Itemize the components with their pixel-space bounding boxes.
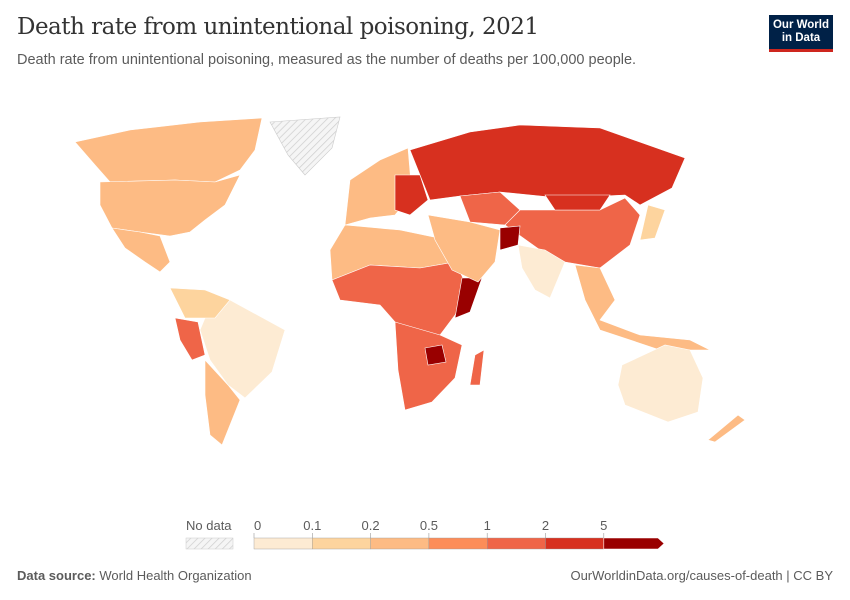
legend-bin-2[interactable] — [370, 537, 430, 550]
legend-tick-label: 5 — [600, 518, 607, 533]
legend-tick-label: 0.5 — [420, 518, 438, 533]
country-mexico[interactable] — [111, 227, 171, 273]
country-japan[interactable] — [639, 204, 666, 241]
legend-no-data-label: No data — [186, 518, 232, 533]
source-link[interactable]: OurWorldinData.org/causes-of-death | CC … — [570, 568, 833, 583]
country-argentina[interactable] — [204, 359, 241, 446]
country-peru[interactable] — [174, 317, 206, 361]
country-southern-africa[interactable] — [394, 321, 463, 411]
country-australia[interactable] — [617, 344, 704, 423]
country-southeast-asia[interactable] — [574, 264, 711, 351]
legend-bin-6[interactable] — [603, 537, 665, 550]
legend-bin-0[interactable] — [253, 537, 313, 550]
data-source: Data source: World Health Organization — [17, 568, 252, 583]
legend-bin-5[interactable] — [545, 537, 604, 550]
country-new-zealand[interactable] — [707, 414, 746, 443]
country-russia[interactable] — [409, 124, 686, 206]
chart-title: Death rate from unintentional poisoning,… — [17, 14, 539, 40]
legend-bin-3[interactable] — [428, 537, 488, 550]
owid-logo[interactable]: Our World in Data — [769, 15, 833, 52]
legend-tick-label: 2 — [542, 518, 549, 533]
legend-tick-label: 0 — [254, 518, 261, 533]
country-united-states[interactable] — [99, 174, 241, 237]
country-colombia[interactable] — [169, 287, 231, 319]
country-middle-east[interactable] — [427, 214, 501, 283]
country-greenland[interactable] — [269, 116, 341, 176]
country-eastern-europe[interactable] — [394, 174, 429, 216]
source-label: Data source: — [17, 568, 96, 583]
country-brazil[interactable] — [199, 299, 286, 399]
legend-tick-label: 0.2 — [362, 518, 380, 533]
country-mongolia[interactable] — [544, 194, 611, 211]
logo-line: in Data — [781, 32, 821, 44]
country-afghanistan[interactable] — [499, 225, 521, 251]
source-value: World Health Organization — [99, 568, 252, 583]
legend-no-data-swatch[interactable] — [185, 537, 234, 550]
country-sub-saharan-africa[interactable] — [331, 261, 471, 336]
legend-bin-1[interactable] — [312, 537, 371, 550]
legend-tick-label: 1 — [484, 518, 491, 533]
logo-line: Our World — [772, 19, 829, 31]
country-canada[interactable] — [74, 117, 263, 183]
legend-tick-label: 0.1 — [303, 518, 321, 533]
country-zimbabwe[interactable] — [424, 344, 447, 366]
chart-subtitle: Death rate from unintentional poisoning,… — [17, 52, 637, 68]
country-madagascar[interactable] — [469, 349, 485, 386]
legend-bin-4[interactable] — [487, 537, 546, 550]
country-india[interactable] — [517, 244, 566, 299]
legend: No data 0 0.1 0.2 0.5 1 2 5 — [185, 518, 665, 550]
